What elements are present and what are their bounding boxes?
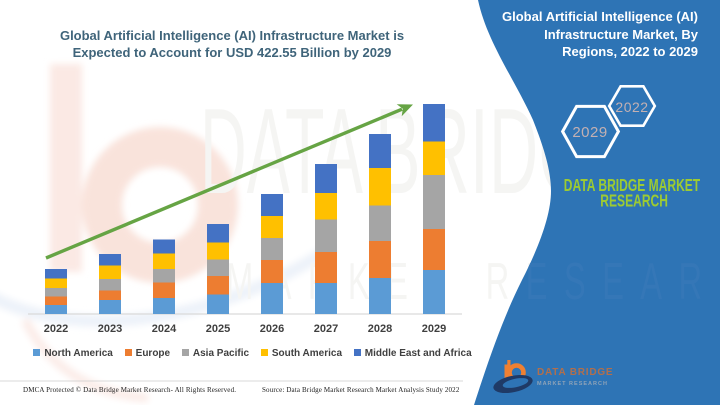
svg-text:RESEARCH: RESEARCH: [600, 191, 668, 211]
svg-text:DATA BRIDGE MARKET: DATA BRIDGE MARKET: [564, 176, 701, 196]
